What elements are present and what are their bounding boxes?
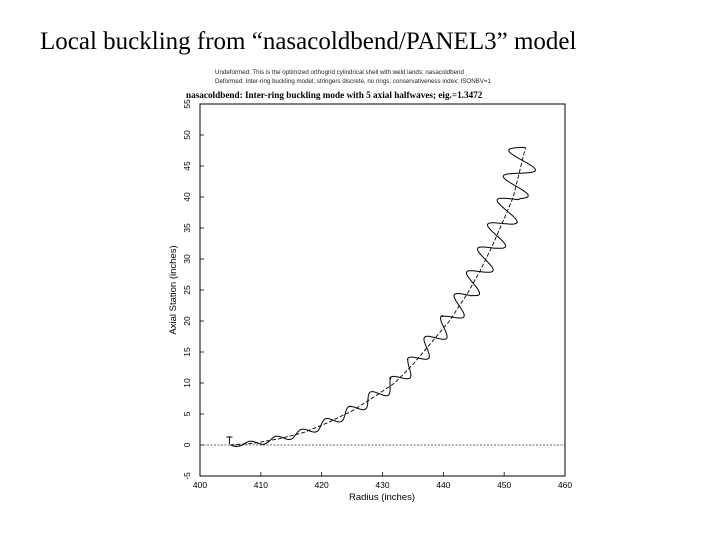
- y-tick-label: -5: [182, 472, 192, 480]
- y-axis-ticks: -5 0 5 10 15 20 25 30 35 40 45 50 55: [182, 99, 204, 480]
- y-axis-label: Axial Station (inches): [168, 245, 179, 334]
- y-tick-label: 20: [182, 316, 192, 326]
- x-tick-label: 440: [436, 480, 450, 490]
- series-layer: [226, 146, 537, 447]
- y-tick-label: 0: [182, 442, 192, 447]
- y-tick-label: 40: [182, 192, 192, 202]
- header-line-deformed: Deformed: Inter-ring buckling model; str…: [215, 78, 492, 85]
- y-tick-label: 30: [182, 254, 192, 264]
- header-line-undeformed: Undeformed: This is the optimized orthog…: [215, 69, 464, 76]
- undeformed-shell-line: [230, 147, 526, 446]
- x-tick-label: 400: [193, 480, 207, 490]
- chart-header: Undeformed: This is the optimized orthog…: [186, 69, 492, 100]
- x-axis-ticks: 400 410 420 430 440 450 460: [193, 472, 572, 490]
- x-tick-label: 430: [375, 480, 389, 490]
- x-axis-label: Radius (inches): [349, 492, 415, 503]
- chart-title: nasacoldbend: Inter-ring buckling mode w…: [186, 90, 483, 100]
- y-tick-label: 50: [182, 130, 192, 140]
- x-tick-label: 460: [558, 480, 572, 490]
- x-tick-label: 420: [315, 480, 329, 490]
- x-tick-label: 450: [497, 480, 511, 490]
- y-tick-label: 55: [182, 99, 192, 109]
- plot-frame: [199, 103, 566, 477]
- shell-root-marker: [226, 436, 233, 444]
- y-tick-label: 5: [182, 411, 192, 416]
- y-tick-label: 25: [182, 285, 192, 295]
- y-tick-label: 15: [182, 347, 192, 357]
- y-tick-label: 35: [182, 223, 192, 233]
- x-tick-label: 410: [254, 480, 268, 490]
- y-tick-label: 10: [182, 378, 192, 388]
- buckled-mode-line: [230, 146, 537, 447]
- slide-title: Local buckling from “nasacoldbend/PANEL3…: [40, 28, 577, 55]
- y-tick-label: 45: [182, 161, 192, 171]
